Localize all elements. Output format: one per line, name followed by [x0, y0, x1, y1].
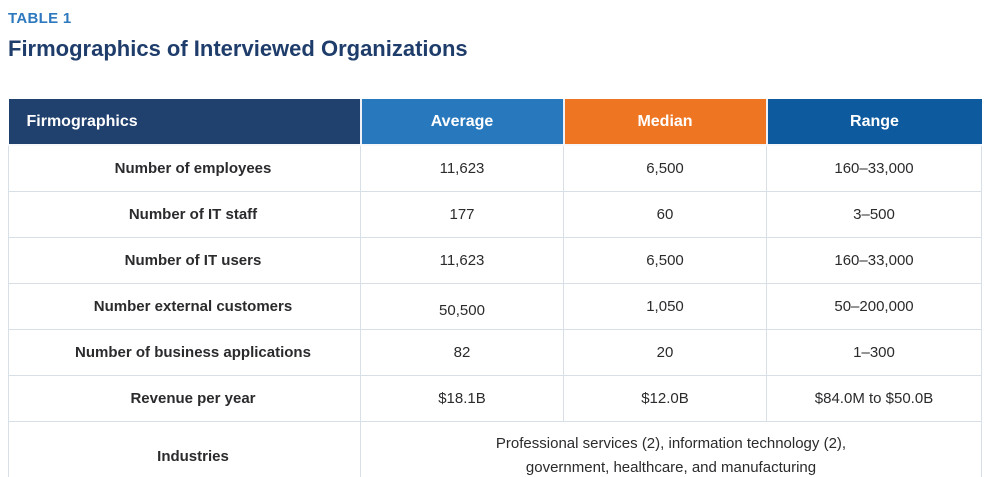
industries-value-line1: Professional services (2), information t… [495, 435, 847, 452]
average-cell: 11,623 [360, 237, 564, 284]
row-label: Number external customers [8, 283, 361, 330]
range-cell: 1–300 [766, 329, 982, 376]
table-row: Number external customers 50,500 1,050 5… [8, 283, 982, 330]
table-row: Number of business applications 82 20 1–… [8, 329, 982, 376]
range-cell: 160–33,000 [766, 144, 982, 192]
column-header-firmographics: Firmographics [8, 99, 362, 146]
average-cell: 11,623 [360, 144, 564, 192]
row-label: Industries [8, 421, 361, 477]
page-title: Firmographics of Interviewed Organizatio… [8, 36, 468, 61]
average-cell: $18.1B [360, 375, 564, 422]
header-row: Firmographics Average Median Range [8, 99, 982, 146]
median-cell: 6,500 [563, 144, 767, 192]
row-label: Number of employees [8, 144, 361, 192]
row-label: Revenue per year [8, 375, 361, 422]
table-row: Number of IT staff 177 60 3–500 [8, 191, 982, 238]
average-cell: 177 [360, 191, 564, 238]
table-row: Number of IT users 11,623 6,500 160–33,0… [8, 237, 982, 284]
row-label: Number of IT staff [8, 191, 361, 238]
median-cell: 60 [563, 191, 767, 238]
industries-value-line2: government, healthcare, and manufacturin… [525, 459, 817, 476]
median-cell: $12.0B [563, 375, 767, 422]
median-cell: 6,500 [563, 237, 767, 284]
range-cell: 50–200,000 [766, 283, 982, 330]
average-value: 50,500 [439, 302, 485, 319]
industries-row: Industries Professional services (2), in… [8, 421, 982, 477]
row-label: Number of IT users [8, 237, 361, 284]
industries-value: Professional services (2), information t… [360, 421, 982, 477]
column-header-range: Range [766, 99, 982, 146]
column-header-average: Average [360, 99, 565, 146]
average-cell: 82 [360, 329, 564, 376]
table-eyebrow: TABLE 1 [8, 10, 72, 27]
column-header-median: Median [563, 99, 768, 146]
range-cell: 160–33,000 [766, 237, 982, 284]
row-label: Number of business applications [8, 329, 361, 376]
table-row: Number of employees 11,623 6,500 160–33,… [8, 144, 982, 192]
firmographics-table: Firmographics Average Median Range Numbe… [8, 99, 982, 477]
range-cell: $84.0M to $50.0B [766, 375, 982, 422]
range-cell: 3–500 [766, 191, 982, 238]
average-cell: 50,500 [360, 283, 564, 330]
table-row: Revenue per year $18.1B $12.0B $84.0M to… [8, 375, 982, 422]
median-cell: 1,050 [563, 283, 767, 330]
median-cell: 20 [563, 329, 767, 376]
